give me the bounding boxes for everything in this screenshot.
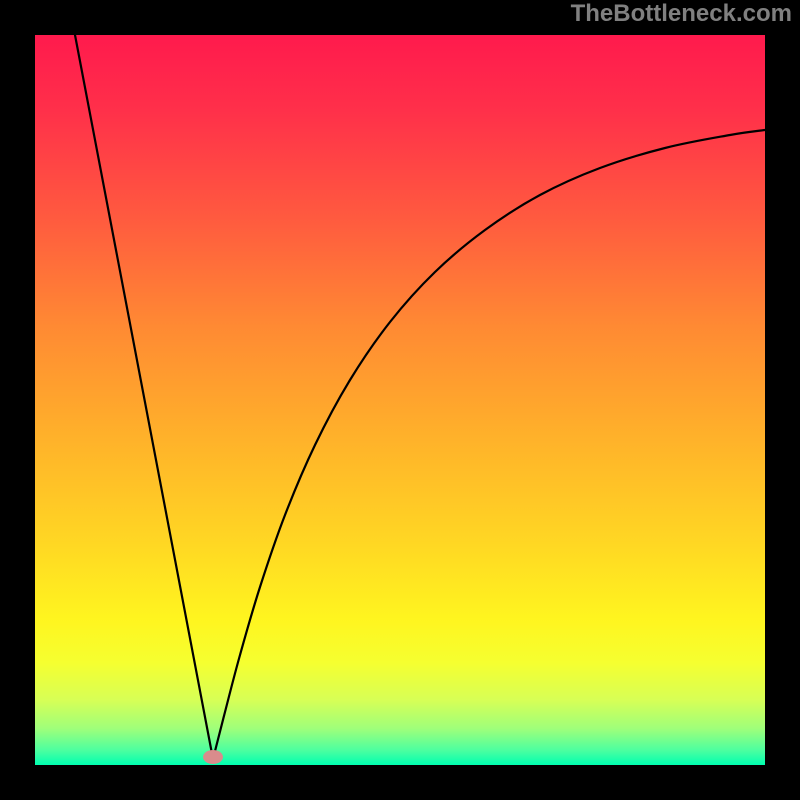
- chart-frame: TheBottleneck.com: [0, 0, 800, 800]
- minimum-marker: [203, 750, 223, 764]
- watermark-text: TheBottleneck.com: [571, 0, 792, 28]
- bottleneck-curve: [0, 0, 800, 800]
